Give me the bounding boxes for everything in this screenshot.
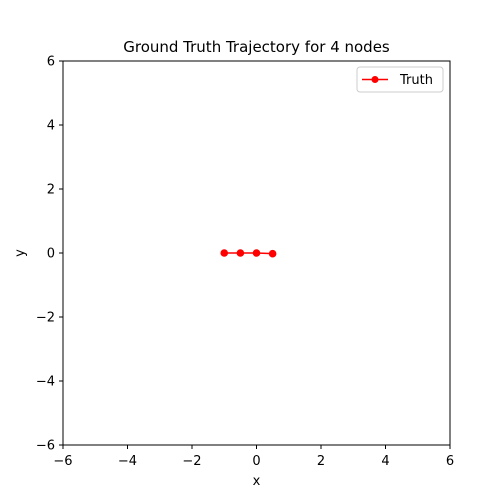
- data-point: [268, 249, 277, 258]
- y-axis-ticks: −6 −4 −2 0 2 4 6: [36, 55, 63, 454]
- x-tick-label: −2: [182, 454, 201, 469]
- series-layer: [220, 249, 277, 258]
- legend-box: [356, 66, 444, 93]
- legend: Truth: [356, 66, 444, 93]
- y-tick-label: −4: [36, 375, 55, 390]
- y-axis-label: y: [13, 249, 28, 257]
- legend-marker-swatch: [371, 76, 379, 83]
- chart-title: Ground Truth Trajectory for 4 nodes: [123, 38, 390, 56]
- x-tick-label: −4: [118, 454, 137, 469]
- y-tick-label: −6: [36, 439, 55, 454]
- x-tick-label: 4: [381, 454, 389, 469]
- data-point: [220, 249, 229, 257]
- x-tick-label: 2: [317, 454, 325, 469]
- y-tick-label: 2: [47, 183, 55, 198]
- x-tick-label: −6: [53, 454, 72, 469]
- x-axis-ticks: −6 −4 −2 0 2 4 6: [53, 445, 454, 469]
- data-point: [236, 249, 245, 257]
- y-tick-label: 0: [47, 247, 55, 262]
- x-tick-label: 6: [446, 454, 454, 469]
- x-tick-label: 0: [252, 454, 260, 469]
- series-line: [224, 252, 273, 255]
- data-point: [252, 249, 261, 257]
- y-tick-label: −2: [36, 311, 55, 326]
- x-axis-label: x: [253, 474, 261, 489]
- legend-label-truth: Truth: [399, 73, 433, 88]
- y-tick-label: 4: [47, 119, 55, 134]
- y-tick-label: 6: [47, 55, 55, 70]
